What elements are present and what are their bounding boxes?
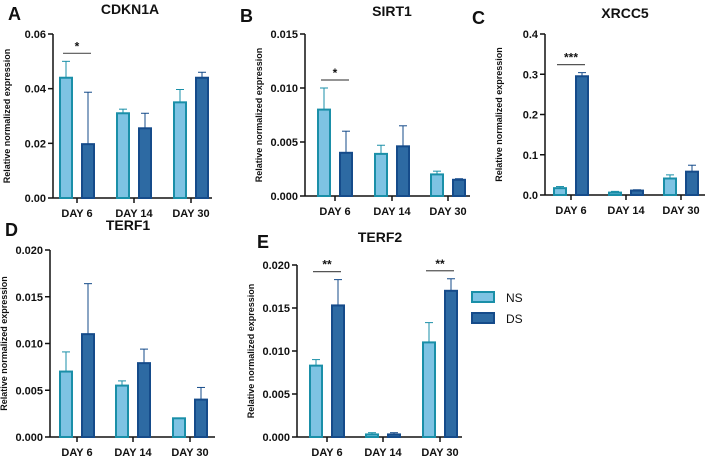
y-tick-label: 0.06 (25, 29, 46, 41)
bar-ds (444, 289, 458, 438)
bar-ds (396, 145, 410, 198)
bar-ns (309, 364, 323, 438)
bar-ds (452, 178, 466, 198)
chart-title: SIRT1 (372, 3, 412, 19)
bar-ns (172, 417, 186, 438)
y-tick-label: 0.015 (262, 303, 290, 315)
legend-label: DS (506, 312, 523, 326)
legend-swatch-ns (471, 291, 495, 303)
bar-ds (575, 75, 589, 196)
x-tick-label: DAY 6 (61, 447, 92, 457)
y-tick-label: 0.015 (15, 292, 43, 304)
y-tick-label: 0.4 (523, 29, 539, 41)
panel-letter: C (472, 8, 485, 28)
y-tick-label: 0.005 (15, 385, 43, 397)
bar-ds (137, 362, 151, 439)
x-tick-label: DAY 14 (115, 208, 153, 220)
panel-letter: E (257, 232, 269, 252)
bar-ns (317, 108, 331, 197)
y-tick-label: 0.010 (270, 83, 298, 95)
bar-ds (195, 76, 209, 199)
bar-ds (387, 433, 401, 439)
y-tick-label: 0.3 (523, 69, 538, 81)
bar-ns (553, 187, 567, 197)
y-tick-label: 0.020 (15, 245, 43, 257)
legend-swatch-ds (471, 312, 495, 324)
y-axis-label: Relative normalized expression (2, 49, 12, 184)
x-tick-label: DAY 14 (114, 447, 152, 457)
panel-letter: A (8, 4, 21, 24)
y-tick-label: 0.000 (270, 191, 298, 203)
y-tick-label: 0.04 (25, 84, 47, 96)
bar-ns (608, 191, 622, 197)
panel-letter: B (240, 6, 253, 26)
y-tick-label: 0.000 (15, 432, 43, 444)
x-tick-label: DAY 30 (421, 447, 458, 457)
bar-ns (59, 76, 73, 199)
bar-ds (81, 143, 95, 200)
chart-title: CDKN1A (101, 1, 159, 17)
significance-marker: ** (435, 257, 445, 271)
x-tick-label: DAY 6 (555, 205, 586, 217)
y-tick-label: 0.00 (25, 193, 46, 205)
bar-ns (430, 173, 444, 197)
y-tick-label: 0.000 (262, 432, 290, 444)
chart-title: TERF1 (106, 217, 151, 233)
bar-ns (422, 341, 436, 438)
y-tick-label: 0.015 (270, 29, 298, 41)
x-tick-label: DAY 14 (373, 206, 411, 218)
chart-title: XRCC5 (601, 5, 649, 21)
significance-marker: * (75, 39, 80, 53)
bar-ns (663, 177, 677, 196)
legend-label: NS (506, 291, 523, 305)
bar-ds (138, 127, 152, 199)
x-tick-label: DAY 30 (429, 206, 466, 218)
y-tick-label: 0.005 (262, 389, 290, 401)
y-axis-label: Relative normalized expression (246, 284, 256, 419)
significance-marker: ** (322, 258, 332, 272)
x-tick-label: DAY 6 (319, 206, 350, 218)
bar-ns (116, 112, 130, 199)
y-tick-label: 0.005 (270, 137, 298, 149)
bar-ds (81, 333, 95, 438)
significance-marker: *** (564, 51, 578, 65)
y-tick-label: 0.0 (523, 190, 538, 202)
significance-marker: * (333, 66, 338, 80)
bar-ns (365, 433, 379, 439)
bar-ns (59, 370, 73, 438)
bar-ds (630, 189, 644, 196)
y-axis-label: Relative normalized expression (494, 47, 504, 182)
y-tick-label: 0.010 (15, 339, 43, 351)
y-tick-label: 0.020 (262, 260, 290, 272)
y-tick-label: 0.010 (262, 346, 290, 358)
y-axis-label: Relative normalized expression (254, 48, 264, 183)
x-tick-label: DAY 30 (171, 447, 208, 457)
y-tick-label: 0.1 (523, 150, 538, 162)
bar-ds (685, 170, 699, 196)
bar-ds (331, 304, 345, 439)
y-tick-label: 0.02 (25, 138, 46, 150)
y-tick-label: 0.2 (523, 110, 538, 122)
y-axis-label: Relative normalized expression (0, 276, 9, 411)
x-tick-label: DAY 14 (607, 205, 645, 217)
bar-ns (374, 152, 388, 198)
chart-title: TERF2 (358, 229, 403, 245)
bar-ds (194, 398, 208, 439)
bar-ds (339, 151, 353, 198)
x-tick-label: DAY 30 (172, 208, 209, 220)
x-tick-label: DAY 6 (61, 208, 92, 220)
bar-ns (173, 101, 187, 199)
x-tick-label: DAY 30 (662, 205, 699, 217)
panel-letter: D (5, 220, 18, 240)
x-tick-label: DAY 6 (311, 447, 342, 457)
bar-ns (115, 384, 129, 439)
x-tick-label: DAY 14 (364, 447, 402, 457)
